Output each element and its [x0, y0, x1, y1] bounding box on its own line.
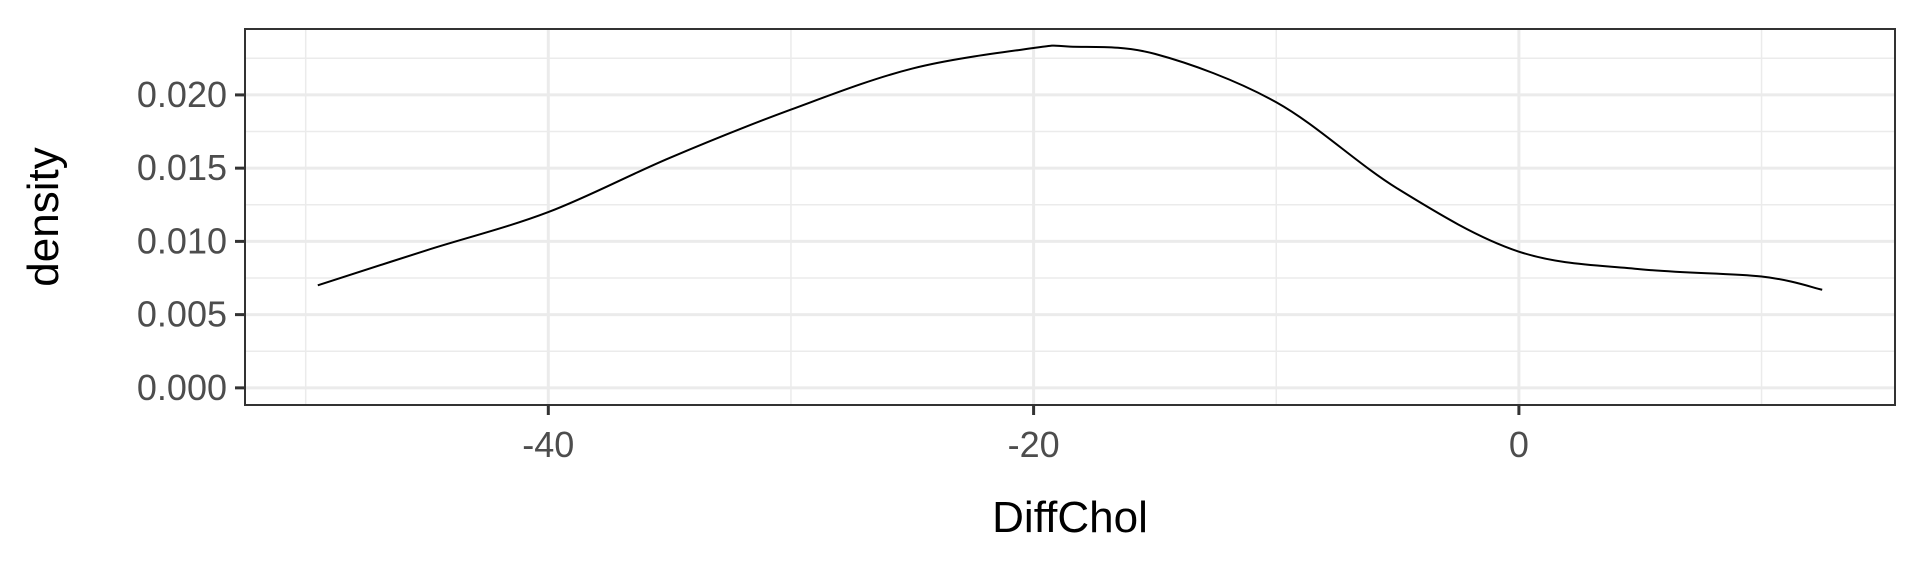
axis-tick-labels: -40 -20 0 0.000 0.005 0.010 0.015 0.020 — [137, 74, 1529, 465]
x-axis-title: DiffChol — [992, 493, 1148, 542]
x-tick-label: 0 — [1509, 424, 1529, 465]
plot-panel-border — [244, 28, 1896, 406]
y-tick-label: 0.005 — [137, 294, 227, 335]
axis-ticks — [235, 93, 1521, 415]
x-tick-label: -40 — [522, 424, 574, 465]
y-tick-label: 0.000 — [137, 367, 227, 408]
minor-gridlines — [245, 29, 1895, 405]
y-tick-label: 0.010 — [137, 220, 227, 261]
density-curve — [317, 44, 1823, 291]
major-gridlines — [245, 29, 1895, 405]
x-tick-label: -20 — [1008, 424, 1060, 465]
y-axis-title: density — [19, 147, 68, 286]
y-tick-label: 0.015 — [137, 147, 227, 188]
series-layer — [317, 44, 1823, 291]
y-tick-label: 0.020 — [137, 74, 227, 115]
